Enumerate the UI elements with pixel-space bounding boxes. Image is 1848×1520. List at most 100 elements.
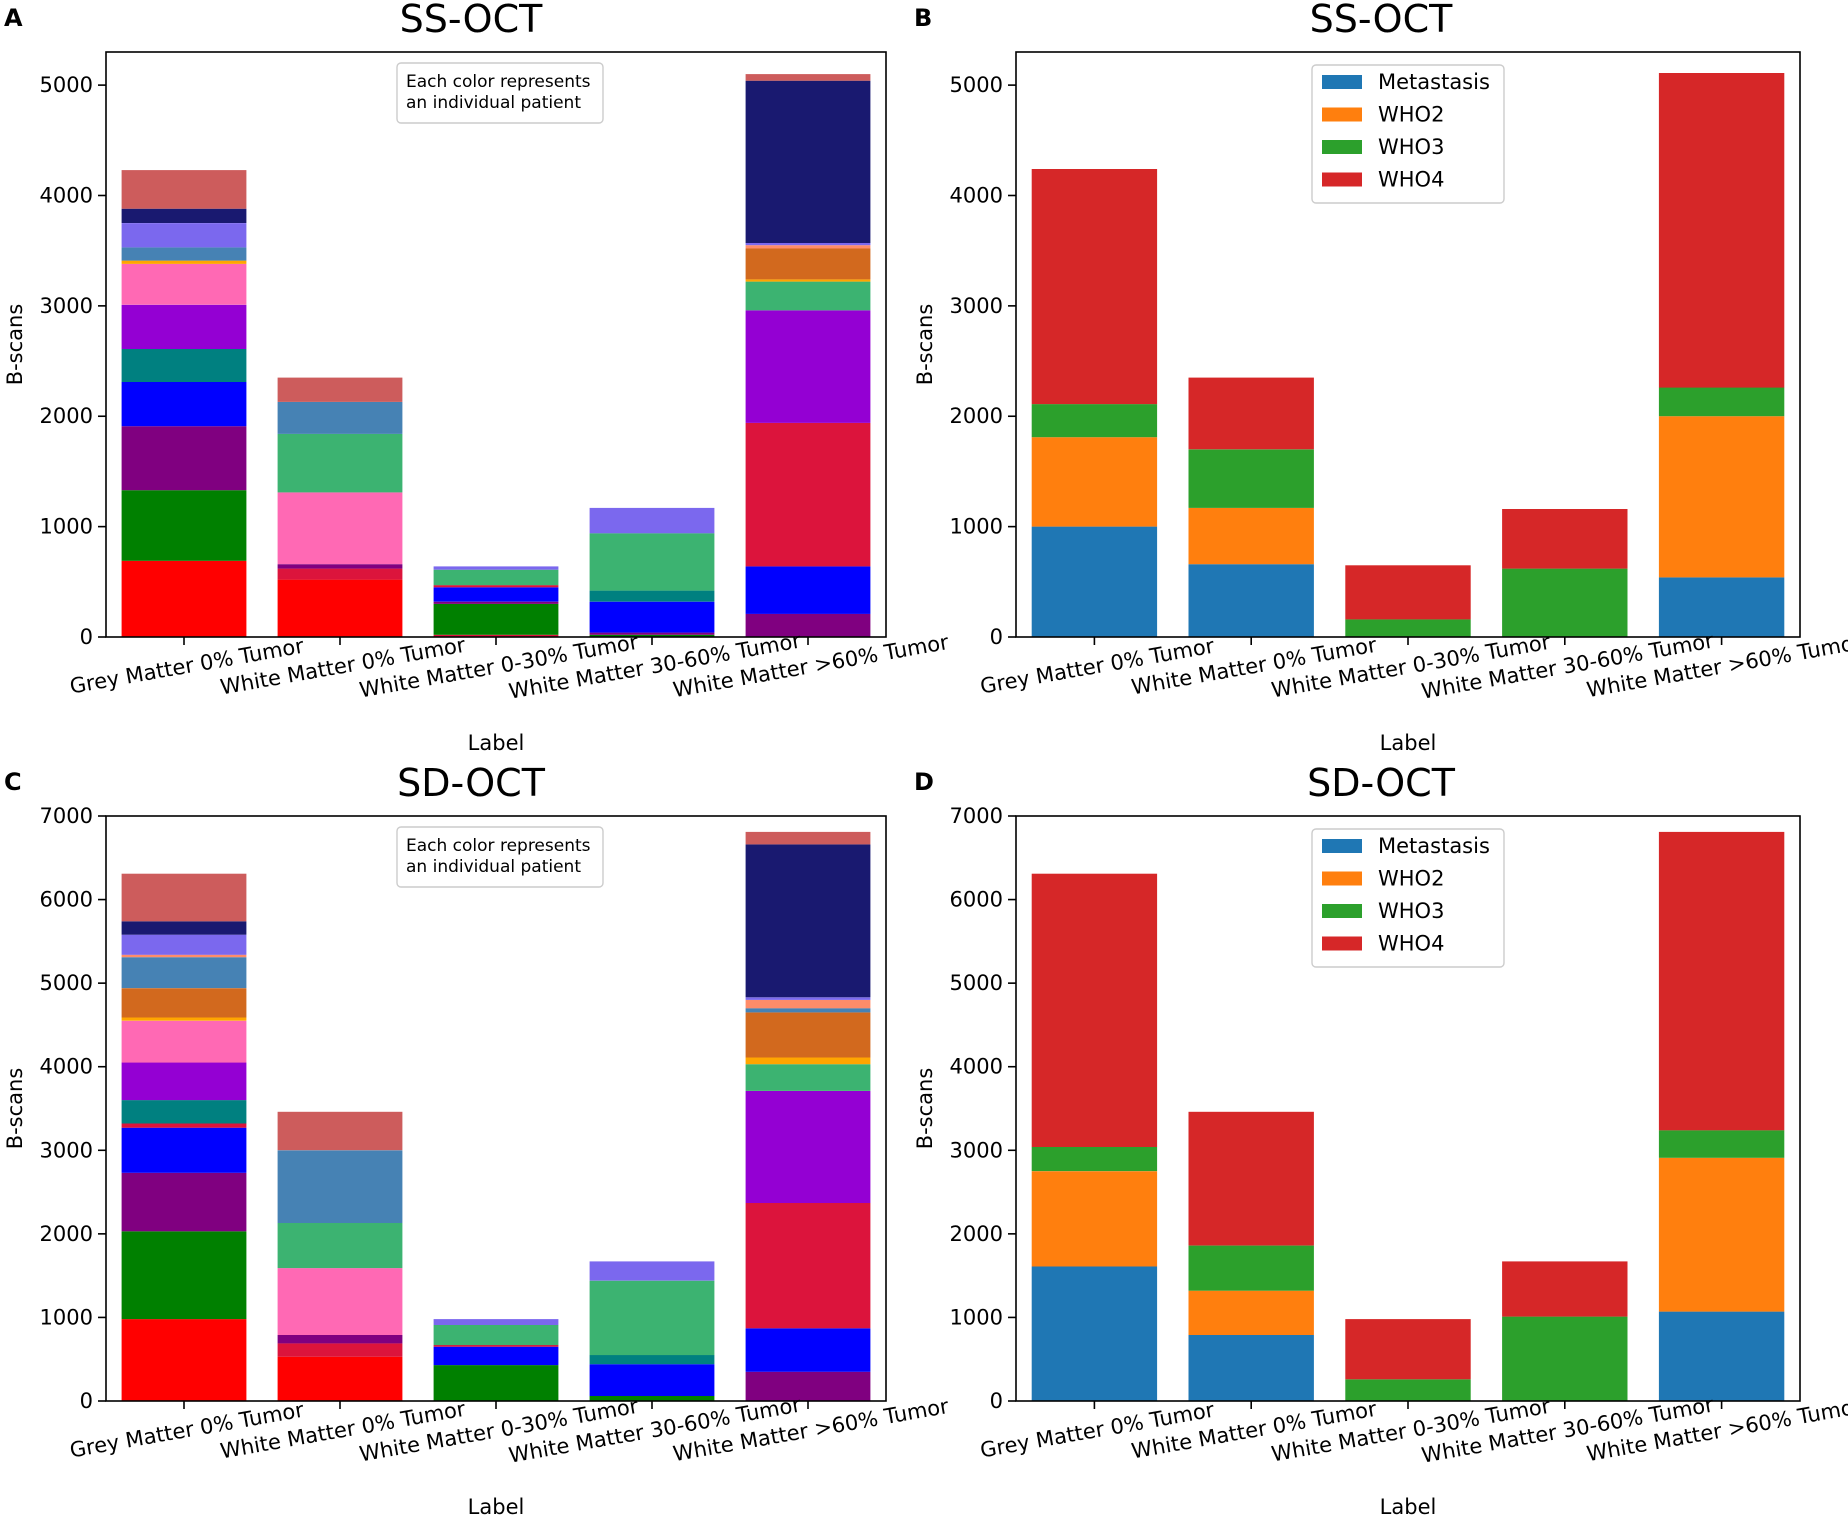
panel-c-bar-segment xyxy=(745,1008,871,1013)
panel-a-bar-segment xyxy=(745,248,871,280)
panel-d-title: SD-OCT xyxy=(1307,761,1456,805)
panel-c-bar-segment xyxy=(121,1123,247,1128)
panel-b-bar-segment xyxy=(1502,509,1628,569)
panel-a-bar-segment xyxy=(433,603,559,635)
panel-b-legend-label: WHO2 xyxy=(1378,103,1444,127)
panel-b-bar-segment xyxy=(1031,169,1158,405)
panel-c-bar-segment xyxy=(277,1335,403,1344)
panel-c-bar-segment xyxy=(121,1172,247,1232)
panel-a-bar-segment xyxy=(745,80,871,243)
panel-c-bar-segment xyxy=(121,921,247,935)
panel-a-bar-segment xyxy=(277,377,403,402)
panel-d-ytick-label: 4000 xyxy=(950,1055,1003,1079)
panel-c-ytick-label: 6000 xyxy=(40,888,93,912)
panel-b-ytick-label: 2000 xyxy=(950,404,1003,428)
panel-letter-b: B xyxy=(914,4,932,32)
panel-d-bar-segment xyxy=(1658,1130,1785,1158)
panel-b-title: SS-OCT xyxy=(1310,0,1453,41)
panel-d-legend-swatch xyxy=(1322,904,1362,918)
panel-d-legend: Metastasis WHO2 WHO3 WHO4 xyxy=(1311,828,1505,968)
panel-c-ytick-label: 4000 xyxy=(40,1055,93,1079)
panel-b-bar-segment xyxy=(1031,526,1158,637)
panel-c-bar-segment xyxy=(745,997,871,1000)
panel-d-legend-label: WHO3 xyxy=(1378,899,1444,923)
panel-d-ylabel: B-scans xyxy=(913,1068,937,1150)
panel-a-xlabel: Label xyxy=(468,731,525,755)
panel-c-bar-segment xyxy=(121,954,247,958)
panel-a-bar-segment xyxy=(589,601,715,633)
panel-c-bar-segment xyxy=(121,1319,247,1401)
panel-d-bars xyxy=(1031,831,1785,1401)
panel-c-annotation-text: an individual patient xyxy=(406,857,581,877)
panel-a-bar-segment xyxy=(433,587,559,602)
panel-a-bar-segment xyxy=(589,634,715,637)
panel-c-bar-segment xyxy=(433,1325,559,1346)
panel-c-bar-segment xyxy=(121,1127,247,1173)
panel-b-legend: Metastasis WHO2 WHO3 WHO4 xyxy=(1311,64,1505,204)
panel-a-bar-segment xyxy=(745,310,871,423)
panel-d-bar-segment xyxy=(1031,1146,1158,1172)
panel-b-ytick-label: 1000 xyxy=(950,515,1003,539)
panel-d-legend-swatch xyxy=(1322,871,1362,886)
panel-letter-c: C xyxy=(4,768,22,796)
panel-a-bar-segment xyxy=(121,304,247,349)
panel-c-bar-segment xyxy=(277,1150,403,1223)
panel-b-bar-segment xyxy=(1345,619,1471,637)
panel-a-bar-segment xyxy=(121,382,247,427)
panel-a-bar-segment xyxy=(121,247,247,261)
panel-c-ytick-label: 2000 xyxy=(40,1222,93,1246)
panel-a-bar-segment xyxy=(745,613,871,637)
panel-c-bar-segment xyxy=(589,1355,715,1365)
panel-c-bar-segment xyxy=(433,1365,559,1401)
panel-b-legend-swatch xyxy=(1322,107,1362,122)
panel-b-legend-swatch xyxy=(1322,75,1362,89)
panel-c-annotation-text: Each color represents xyxy=(406,836,591,856)
panel-b-bar-segment xyxy=(1658,416,1785,578)
panel-a-bar-segment xyxy=(433,601,559,604)
panel-d-legend-label: Metastasis xyxy=(1378,834,1490,858)
panel-c-bar-segment xyxy=(277,1356,403,1401)
panel-c-bar-segment xyxy=(121,1062,247,1101)
panel-a-bar-segment xyxy=(745,245,871,249)
panel-c-bar-segment xyxy=(745,1202,871,1329)
panel-b-bar-segment xyxy=(1031,437,1158,527)
panel-b-bar-segment xyxy=(1188,507,1314,565)
panel-b-ytick-label: 4000 xyxy=(950,183,1003,207)
panel-a-bar-segment xyxy=(277,564,403,569)
panel-d-bar-segment xyxy=(1031,873,1158,1147)
panel-d-ytick-label: 7000 xyxy=(950,804,1003,828)
panel-a-bar-segment xyxy=(589,507,715,534)
panel-c-bar-segment xyxy=(121,1017,247,1021)
panel-b-bar-segment xyxy=(1658,73,1785,388)
panel-b-bar-segment xyxy=(1502,568,1628,637)
panel-c-ytick-label: 1000 xyxy=(40,1305,93,1329)
panel-c-bar-segment xyxy=(277,1223,403,1269)
panel-c-bar-segment xyxy=(745,1328,871,1372)
panel-b-legend-swatch xyxy=(1322,140,1362,154)
panel-b-bar-segment xyxy=(1658,387,1785,417)
panel-b-ytick-label: 5000 xyxy=(950,73,1003,97)
panel-c-bar-segment xyxy=(277,1343,403,1357)
panel-a-bar-segment xyxy=(745,422,871,567)
panel-c-xlabel: Label xyxy=(468,1495,525,1516)
panel-c-ytick-label: 5000 xyxy=(40,971,93,995)
panel-c-bar-segment xyxy=(745,1012,871,1058)
panel-c-bar-segment xyxy=(589,1396,715,1401)
panel-a-bar-segment xyxy=(589,632,715,635)
panel-d-bar-segment xyxy=(1031,1266,1158,1401)
panel-c-bar-segment xyxy=(589,1280,715,1356)
panel-d-xlabel: Label xyxy=(1380,1495,1437,1516)
panel-c-bar-segment xyxy=(589,1364,715,1396)
panel-b-xlabel: Label xyxy=(1380,731,1437,755)
panel-a-bar-segment xyxy=(277,568,403,580)
panel-c: C SD-OCT 01000200030004000500060007000Gr… xyxy=(3,761,951,1519)
panel-c-bar-segment xyxy=(121,1100,247,1124)
panel-b-ytick-label: 3000 xyxy=(950,294,1003,318)
